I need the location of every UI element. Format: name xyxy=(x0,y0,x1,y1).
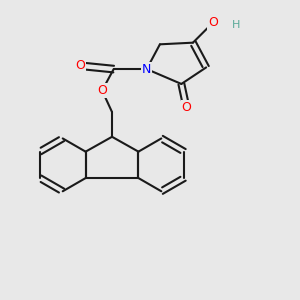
Text: O: O xyxy=(97,84,107,97)
Text: N: N xyxy=(142,63,152,76)
Text: H: H xyxy=(232,20,240,29)
Text: O: O xyxy=(76,59,85,72)
Text: O: O xyxy=(208,16,218,29)
Text: O: O xyxy=(182,100,191,114)
